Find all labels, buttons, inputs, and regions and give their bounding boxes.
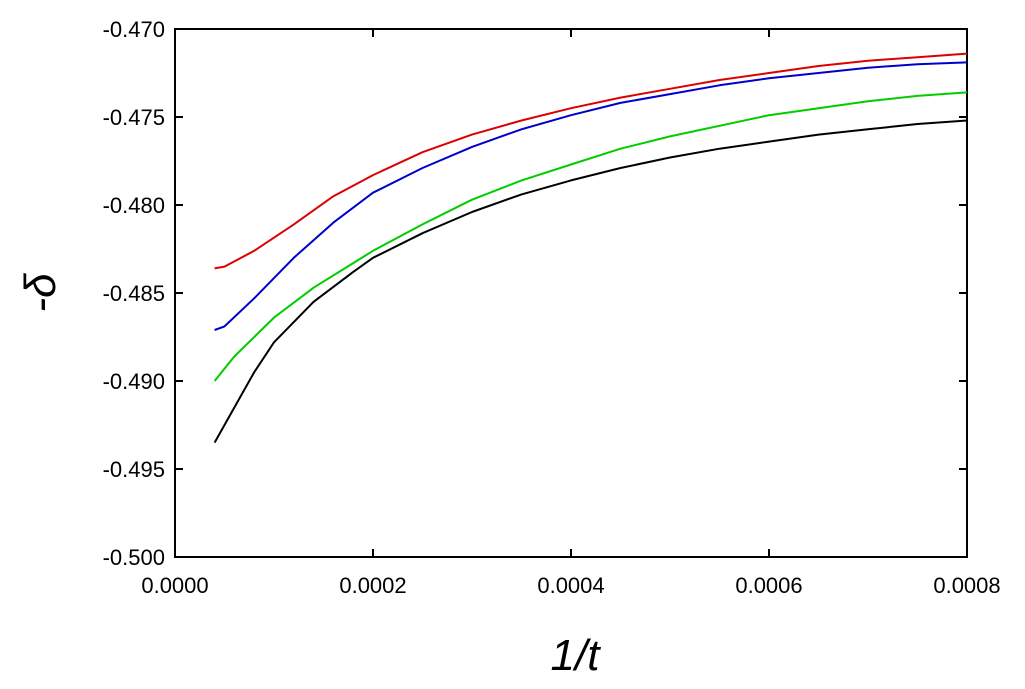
y-tick-label: -0.485 — [103, 281, 165, 306]
x-tick-label: 0.0004 — [537, 573, 604, 598]
x-tick-label: 0.0006 — [735, 573, 802, 598]
x-tick-label: 0.0008 — [933, 573, 1000, 598]
y-axis-title: -δ — [16, 273, 65, 313]
y-tick-label: -0.470 — [103, 17, 165, 42]
series-line-1 — [214, 52, 968, 270]
series-line-3 — [213, 91, 968, 382]
x-tick-label: 0.0002 — [339, 573, 406, 598]
x-axis-ticks: 0.0000 0.0002 0.0004 0.0006 0.0008 — [141, 29, 1001, 598]
series-line-2 — [214, 61, 968, 331]
y-tick-label: -0.475 — [103, 105, 165, 130]
x-tick-label: 0.0000 — [141, 573, 208, 598]
x-axis-title: 1/t — [551, 631, 602, 680]
series-line-4 — [213, 119, 968, 444]
y-axis-ticks: -0.470 -0.475 -0.480 -0.485 -0.490 -0.495 -0.5… — [103, 17, 967, 570]
y-tick-label: -0.500 — [103, 545, 165, 570]
y-tick-label: -0.490 — [103, 369, 165, 394]
series-layer — [213, 52, 968, 444]
y-tick-label: -0.495 — [103, 457, 165, 482]
y-tick-label: -0.480 — [103, 193, 165, 218]
